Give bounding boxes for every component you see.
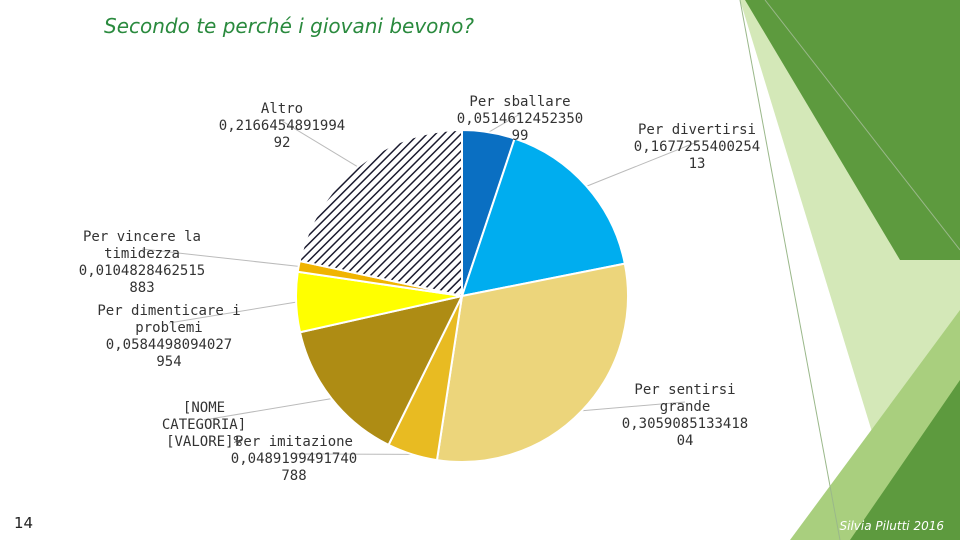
pie-data-label: [NOME CATEGORIA] [VALORE]%	[161, 400, 247, 450]
pie-leader-line	[581, 401, 686, 412]
decorative-corner-shapes	[739, 0, 960, 540]
footer-author: Silvia Pilutti 2016	[839, 519, 945, 533]
pie-leader-line	[168, 301, 297, 324]
deco-line	[739, 0, 841, 540]
pie-leader-line	[141, 248, 299, 267]
slide-title: Secondo te perché i giovani bevono?	[104, 14, 474, 38]
deco-shape-dark-lower	[850, 380, 960, 540]
pie-leader-line	[586, 141, 698, 187]
pie-leader-line	[203, 398, 332, 421]
pie-data-label: Per divertirsi 0,1677255400254 13	[633, 122, 761, 172]
pie-leader-line	[281, 120, 358, 168]
leader-lines	[141, 113, 698, 455]
pie-chart	[295, 128, 629, 463]
pie-data-label: Per vincere la timidezza 0,0104828462515…	[78, 229, 206, 296]
pie-data-label: Per sentirsi grande 0,3059085133418 04	[621, 382, 749, 449]
pie-data-label: Altro 0,2166454891994 92	[218, 101, 346, 151]
pie-slice	[435, 262, 629, 463]
pie-slice	[298, 294, 464, 447]
pie-leader-line	[488, 113, 521, 133]
deco-shape-dark	[745, 0, 960, 260]
pie-slice	[298, 128, 463, 298]
slide-number: 14	[14, 514, 34, 532]
pie-data-label: Per sballare 0,0514612452350 99	[456, 94, 584, 144]
pie-slice	[460, 137, 626, 298]
pie-data-label: Per imitazione 0,0489199491740 788	[230, 434, 358, 484]
deco-line	[764, 0, 960, 251]
pie-data-label: Per dimenticare i problemi 0,05844980940…	[97, 303, 241, 370]
